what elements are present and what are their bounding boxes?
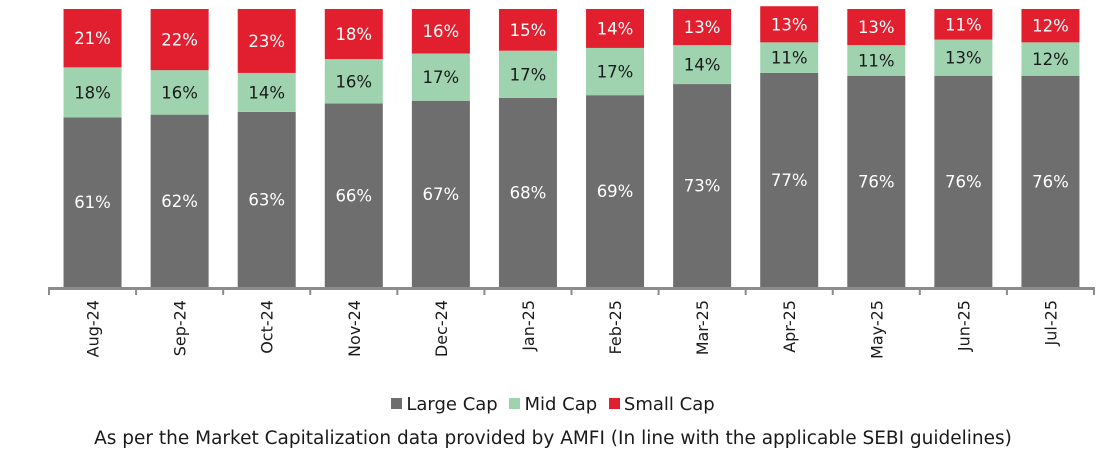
bar-segment-mid-cap — [760, 42, 819, 73]
data-label: 17% — [597, 63, 634, 82]
bar-segment-mid-cap — [324, 59, 383, 104]
x-tick-label: Mar-25 — [693, 300, 712, 355]
data-label: 14% — [684, 56, 721, 75]
bar-segment-mid-cap — [411, 53, 470, 101]
data-label: 22% — [161, 31, 198, 50]
data-label: 73% — [684, 177, 721, 196]
legend-label-small-cap: Small Cap — [623, 394, 715, 415]
data-label: 63% — [248, 190, 285, 209]
bar-segment-small-cap — [237, 9, 296, 73]
x-tick-label: Nov-24 — [345, 300, 364, 357]
data-label: 11% — [858, 51, 895, 70]
bar-segment-large-cap — [63, 117, 122, 287]
x-tick-label: Aug-24 — [84, 300, 103, 357]
x-tick-label: Oct-24 — [258, 300, 277, 354]
bar-segment-small-cap — [847, 9, 906, 46]
bar-segment-mid-cap — [586, 47, 645, 96]
bar-segment-large-cap — [673, 84, 732, 287]
bar-segment-large-cap — [760, 72, 819, 287]
data-label: 11% — [771, 49, 808, 68]
data-label: 17% — [510, 65, 547, 84]
bar-segment-large-cap — [586, 95, 645, 288]
data-label: 16% — [423, 22, 460, 41]
bar-segment-small-cap — [150, 9, 209, 71]
data-label: 66% — [335, 186, 372, 205]
legend-swatch-small-cap — [608, 398, 620, 409]
bar-segment-large-cap — [150, 114, 209, 287]
legend-item-large-cap: Large Cap — [391, 393, 498, 417]
data-label: 13% — [771, 15, 808, 34]
bar-segment-mid-cap — [934, 39, 993, 76]
legend-label-large-cap: Large Cap — [406, 394, 498, 415]
data-label: 76% — [945, 172, 982, 191]
data-label: 12% — [1032, 17, 1069, 36]
x-tick-label: Feb-25 — [606, 300, 625, 354]
data-label: 76% — [1032, 172, 1069, 191]
x-tick-label: Jun-25 — [954, 300, 973, 352]
x-tick-label: Sep-24 — [171, 300, 190, 356]
bar-segment-mid-cap — [1021, 42, 1080, 76]
bar-segment-small-cap — [673, 9, 732, 46]
legend-swatch-mid-cap — [509, 398, 521, 409]
data-label: 16% — [335, 72, 372, 91]
x-tick-label: Apr-25 — [780, 300, 799, 353]
bar-segment-small-cap — [1021, 9, 1080, 43]
legend-item-small-cap: Small Cap — [608, 393, 715, 417]
bar-segment-mid-cap — [673, 45, 732, 85]
data-label: 23% — [248, 32, 285, 51]
bar-segment-large-cap — [934, 75, 993, 287]
data-label: 15% — [510, 21, 547, 40]
data-label: 13% — [945, 49, 982, 68]
stacked-bar-chart: 61% 18% 21% 62% 16% 22% 63% 14% 23% 66% 16% 18% 67% 1… — [48, 6, 1095, 359]
data-label: 61% — [74, 193, 111, 212]
footnote: As per the Market Capitalization data pr… — [94, 428, 1012, 449]
bar-segment-large-cap — [237, 111, 296, 287]
data-label: 17% — [423, 68, 460, 87]
data-label: 14% — [248, 83, 285, 102]
x-tick-label: Dec-24 — [432, 300, 451, 357]
bar-segment-small-cap — [411, 9, 470, 54]
data-label: 14% — [597, 19, 634, 38]
legend-item-mid-cap: Mid Cap — [509, 393, 597, 417]
data-label: 11% — [945, 15, 982, 34]
data-label: 67% — [423, 185, 460, 204]
data-label: 69% — [597, 182, 634, 201]
x-tick-label: Jul-25 — [1041, 300, 1060, 346]
bar-segment-small-cap — [760, 6, 819, 43]
bar-segment-small-cap — [324, 9, 383, 60]
data-label: 13% — [684, 18, 721, 37]
data-label: 16% — [161, 83, 198, 102]
bar-segment-mid-cap — [237, 72, 296, 112]
data-label: 62% — [161, 192, 198, 211]
bar-segment-mid-cap — [63, 67, 122, 118]
data-label: 18% — [335, 25, 372, 44]
legend-swatch-large-cap — [391, 398, 403, 409]
chart-legend: Large Cap Mid Cap Small Cap — [0, 393, 1106, 417]
bar-segment-small-cap — [63, 9, 122, 68]
data-label: 12% — [1032, 50, 1069, 69]
data-label: 76% — [858, 172, 895, 191]
bar-segment-large-cap — [498, 97, 557, 288]
data-label: 21% — [74, 29, 111, 48]
bar-segment-mid-cap — [150, 70, 209, 115]
bar-segment-small-cap — [498, 9, 557, 51]
bar-segment-small-cap — [586, 9, 645, 48]
data-label: 13% — [858, 18, 895, 37]
data-label: 77% — [771, 171, 808, 190]
bar-segment-large-cap — [324, 103, 383, 288]
bar-segment-mid-cap — [847, 45, 906, 76]
data-label: 18% — [74, 83, 111, 102]
bar-segment-large-cap — [847, 75, 906, 287]
bar-segment-large-cap — [411, 100, 470, 288]
x-tick-label: Jan-25 — [519, 300, 538, 352]
x-tick-label: May-25 — [867, 300, 886, 359]
legend-label-mid-cap: Mid Cap — [524, 394, 598, 415]
bar-segment-mid-cap — [498, 50, 557, 98]
bar-segment-large-cap — [1021, 75, 1080, 287]
bar-segment-small-cap — [934, 9, 993, 40]
data-label: 68% — [510, 183, 547, 202]
